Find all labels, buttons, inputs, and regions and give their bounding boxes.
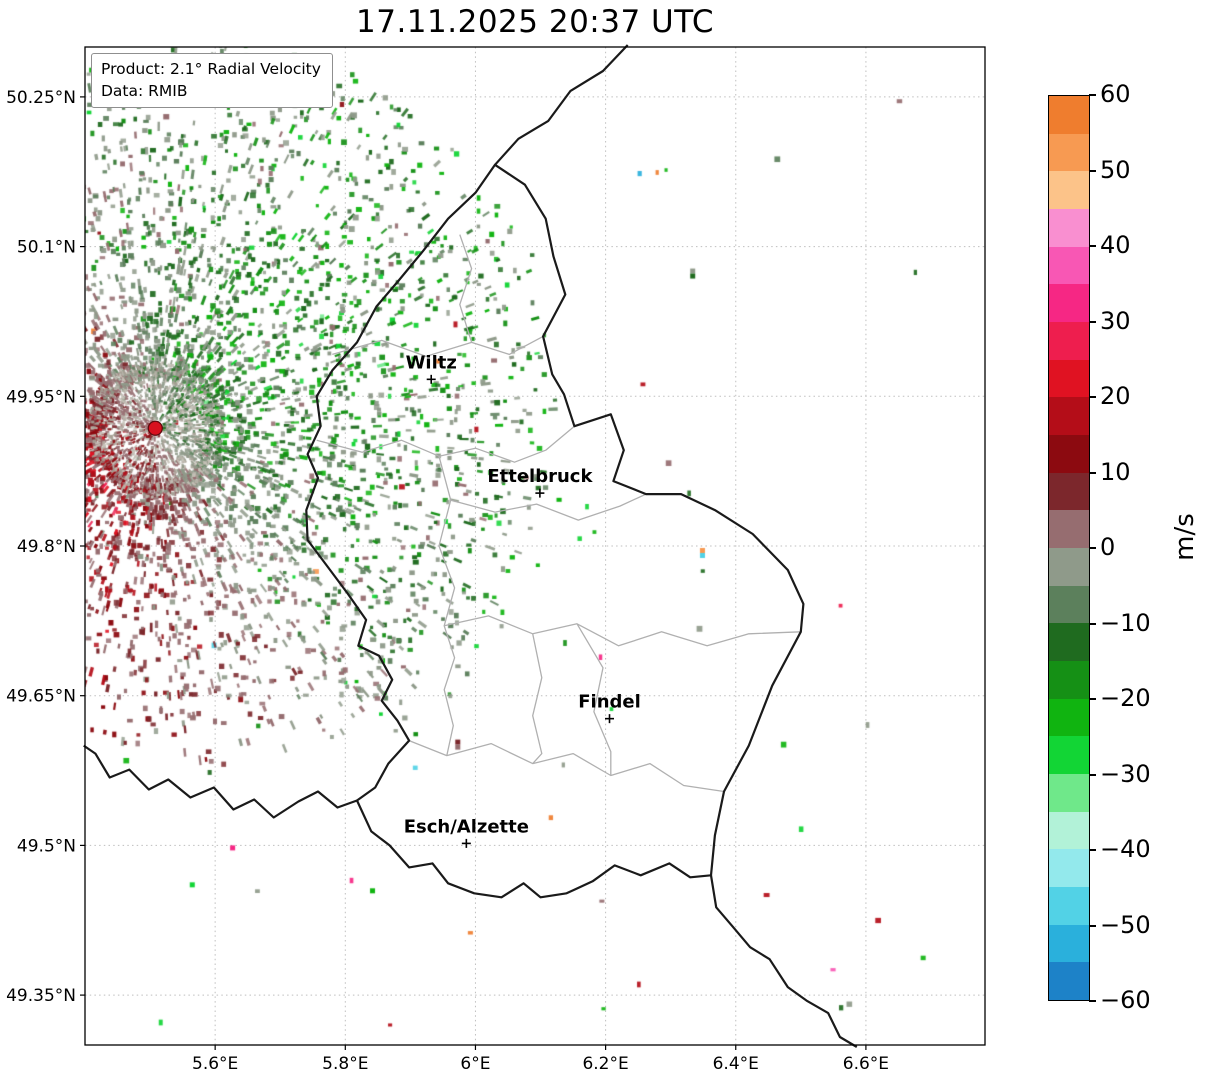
colorbar-band <box>1049 661 1089 699</box>
city-label: Findel <box>578 692 641 713</box>
colorbar-tick-label: −10 <box>1100 608 1151 637</box>
colorbar-band <box>1049 736 1089 775</box>
colorbar <box>1048 95 1090 1001</box>
colorbar-tickmark <box>1089 547 1096 549</box>
colorbar-band <box>1049 548 1089 586</box>
colorbar-tick-label: 60 <box>1100 80 1131 108</box>
colorbar-tickmark <box>1089 698 1096 700</box>
colorbar-band <box>1049 887 1089 925</box>
colorbar-tick-label: −40 <box>1100 835 1151 863</box>
district-border <box>332 335 544 358</box>
district-border <box>444 615 801 647</box>
x-tick-label: 6.6°E <box>843 1054 889 1074</box>
district-border <box>450 493 647 521</box>
district-border <box>532 633 543 765</box>
colorbar-band <box>1049 284 1089 323</box>
city-label: Ettelbruck <box>487 466 593 487</box>
international-border <box>709 875 858 1048</box>
legend-box: Product: 2.1° Radial Velocity Data: RMIB <box>91 53 333 108</box>
colorbar-band <box>1049 209 1089 247</box>
plot-frame <box>84 46 986 1046</box>
colorbar-tick-label: −50 <box>1100 910 1151 939</box>
colorbar-band <box>1049 849 1089 888</box>
figure-title: 17.11.2025 20:37 UTC <box>356 4 714 40</box>
colorbar-tick-label: 10 <box>1100 457 1131 486</box>
y-tick-label: 49.95°N <box>6 387 76 407</box>
district-border <box>408 739 725 793</box>
colorbar-tick-label: 30 <box>1100 306 1131 335</box>
y-tick-label: 50.1°N <box>17 238 76 258</box>
colorbar-tickmark <box>1089 849 1096 851</box>
colorbar-tickmark <box>1089 396 1096 398</box>
colorbar-tickmark <box>1089 622 1096 625</box>
colorbar-band <box>1049 698 1089 737</box>
district-border <box>459 234 473 343</box>
colorbar-tickmark <box>1089 924 1096 927</box>
city-label: Esch/Alzette <box>404 816 529 837</box>
colorbar-tick-label: −30 <box>1100 759 1151 788</box>
x-tick-label: 5.8°E <box>322 1054 368 1074</box>
colorbar-band <box>1049 962 1089 1001</box>
colorbar-tick-label: 40 <box>1100 231 1131 259</box>
colorbar-band <box>1049 171 1089 210</box>
y-tick-label: 49.8°N <box>17 537 76 557</box>
radar-site-marker <box>147 420 163 436</box>
international-border <box>83 744 358 819</box>
x-tick-label: 5.6°E <box>192 1054 238 1074</box>
district-border <box>576 623 612 776</box>
colorbar-band <box>1049 623 1089 662</box>
y-tick-label: 50.25°N <box>6 88 76 108</box>
colorbar-band <box>1049 585 1089 624</box>
colorbar-band <box>1049 359 1089 398</box>
colorbar-band <box>1049 246 1089 285</box>
colorbar-unit-label: m/s <box>1170 513 1200 561</box>
x-tick-label: 6°E <box>460 1054 490 1074</box>
colorbar-tick-label: −60 <box>1100 986 1151 1014</box>
legend-product-line: Product: 2.1° Radial Velocity <box>101 60 321 78</box>
city-label: Wiltz <box>406 352 457 373</box>
x-tick-label: 6.4°E <box>713 1054 759 1074</box>
y-tick-label: 49.35°N <box>6 986 76 1006</box>
colorbar-tickmark <box>1089 320 1096 323</box>
colorbar-tick-label: 50 <box>1100 155 1131 184</box>
colorbar-band <box>1049 435 1089 473</box>
colorbar-band <box>1049 811 1089 850</box>
colorbar-tickmark <box>1089 169 1096 172</box>
legend-data-line: Data: RMIB <box>101 82 188 100</box>
international-border <box>494 44 629 166</box>
colorbar-band <box>1049 924 1089 963</box>
colorbar-tick-label: 20 <box>1100 382 1131 410</box>
colorbar-band <box>1049 472 1089 511</box>
country-border-luxembourg <box>305 163 805 899</box>
colorbar-tick-label: 0 <box>1100 533 1116 561</box>
colorbar-tickmark <box>1089 471 1096 474</box>
x-tick-label: 6.2°E <box>582 1054 628 1074</box>
colorbar-band <box>1049 774 1089 812</box>
colorbar-band <box>1049 510 1089 549</box>
colorbar-band <box>1049 322 1089 360</box>
district-border <box>316 425 575 463</box>
colorbar-tickmark <box>1089 245 1096 247</box>
colorbar-band <box>1049 133 1089 172</box>
colorbar-tickmark <box>1089 773 1096 776</box>
radar-echo-field <box>85 47 985 1045</box>
colorbar-tick-label: −20 <box>1100 684 1151 712</box>
colorbar-tickmark <box>1089 1000 1096 1002</box>
y-tick-label: 49.5°N <box>17 836 76 856</box>
colorbar-tickmark <box>1089 94 1096 96</box>
colorbar-band <box>1049 96 1089 134</box>
colorbar-band <box>1049 397 1089 436</box>
y-tick-label: 49.65°N <box>6 687 76 707</box>
